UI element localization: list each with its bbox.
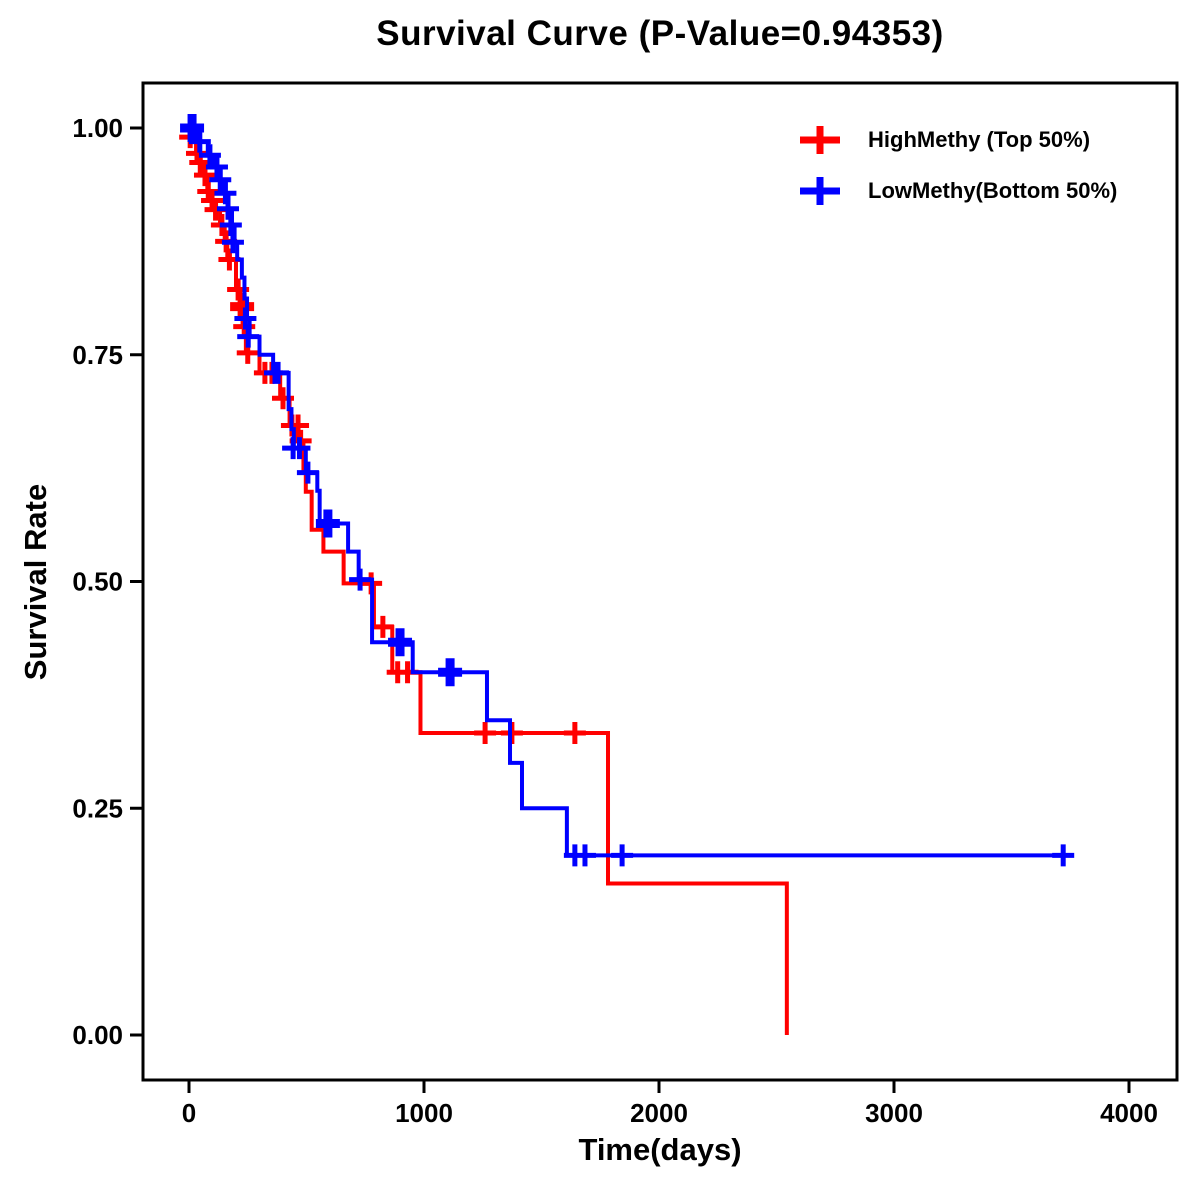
x-tick-label: 0 xyxy=(182,1098,196,1128)
survival-step-curve-1 xyxy=(189,126,1064,858)
x-tick-label: 4000 xyxy=(1100,1098,1158,1128)
legend-label-highmethy: HighMethy (Top 50%) xyxy=(868,126,1091,152)
censor-mark-thick xyxy=(315,509,340,538)
red-plus-icon xyxy=(800,125,840,154)
y-tick-label: 0.75 xyxy=(72,340,123,370)
x-axis-label: Time(days) xyxy=(578,1132,742,1167)
blue-plus-icon xyxy=(800,176,840,205)
survival-step-curve-0 xyxy=(189,135,789,1035)
legend-label-lowmethy: LowMethy(Bottom 50%) xyxy=(868,177,1118,203)
x-tick-label: 1000 xyxy=(395,1098,453,1128)
legend: HighMethy (Top 50%) LowMethy(Bottom 50%) xyxy=(798,114,1117,216)
censor-mark-thick xyxy=(180,114,205,142)
y-tick-label: 0.50 xyxy=(72,567,123,597)
censor-mark-thick xyxy=(438,658,463,687)
censor-marks-1 xyxy=(188,130,1075,867)
plot-border xyxy=(141,81,1179,1082)
x-tick-label: 3000 xyxy=(865,1098,923,1128)
legend-item-highmethy: HighMethy (Top 50%) xyxy=(798,114,1117,165)
y-tick-label: 0.00 xyxy=(72,1020,123,1050)
legend-item-lowmethy: LowMethy(Bottom 50%) xyxy=(798,165,1117,216)
chart-title: Survival Curve (P-Value=0.94353) xyxy=(376,14,944,53)
censor-mark-thick xyxy=(388,628,413,657)
y-tick-label: 1.00 xyxy=(72,113,123,143)
censor-marks-0 xyxy=(179,126,586,744)
y-tick-label: 0.25 xyxy=(72,793,123,823)
x-tick-label: 2000 xyxy=(630,1098,688,1128)
